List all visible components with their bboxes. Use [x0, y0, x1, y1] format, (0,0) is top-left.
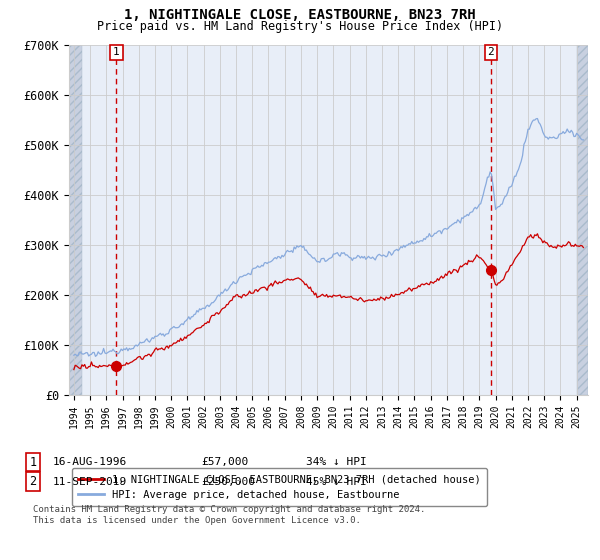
Text: 2: 2 [29, 475, 37, 488]
Legend: 1, NIGHTINGALE CLOSE, EASTBOURNE, BN23 7RH (detached house), HPI: Average price,: 1, NIGHTINGALE CLOSE, EASTBOURNE, BN23 7… [71, 468, 487, 506]
Text: £250,000: £250,000 [201, 477, 255, 487]
Text: 45% ↓ HPI: 45% ↓ HPI [306, 477, 367, 487]
Text: 34% ↓ HPI: 34% ↓ HPI [306, 457, 367, 467]
Text: 1, NIGHTINGALE CLOSE, EASTBOURNE, BN23 7RH: 1, NIGHTINGALE CLOSE, EASTBOURNE, BN23 7… [124, 8, 476, 22]
Text: 1: 1 [29, 455, 37, 469]
Text: Price paid vs. HM Land Registry's House Price Index (HPI): Price paid vs. HM Land Registry's House … [97, 20, 503, 33]
Text: 1: 1 [113, 47, 120, 57]
Text: Contains HM Land Registry data © Crown copyright and database right 2024.
This d: Contains HM Land Registry data © Crown c… [33, 505, 425, 525]
Text: 16-AUG-1996: 16-AUG-1996 [53, 457, 127, 467]
Text: 2: 2 [487, 47, 494, 57]
Text: £57,000: £57,000 [201, 457, 248, 467]
Bar [69, 45, 82, 395]
Text: 11-SEP-2019: 11-SEP-2019 [53, 477, 127, 487]
Bar [577, 45, 588, 395]
